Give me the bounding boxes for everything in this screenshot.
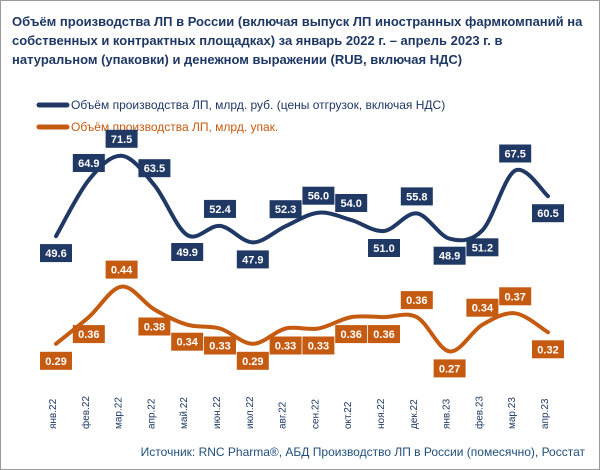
- x-tick-13: янв.23: [442, 398, 453, 429]
- svg-text:0.36: 0.36: [373, 329, 394, 341]
- data-label-s1-11: 51.0: [368, 239, 400, 257]
- svg-text:52.3: 52.3: [275, 204, 296, 216]
- svg-text:49.6: 49.6: [45, 248, 66, 260]
- data-label-s2-3: 0.44: [105, 260, 138, 279]
- data-label-s2-15: 0.37: [499, 287, 532, 306]
- svg-text:56.0: 56.0: [308, 191, 329, 203]
- data-label-s1-6: 52.4: [204, 199, 236, 218]
- svg-text:0.29: 0.29: [45, 356, 66, 368]
- data-label-s2-4: 0.38: [138, 317, 171, 336]
- svg-text:60.5: 60.5: [537, 208, 558, 220]
- svg-text:49.9: 49.9: [176, 247, 197, 259]
- svg-text:0.44: 0.44: [111, 265, 133, 277]
- data-label-s1-9: 56.0: [302, 186, 335, 205]
- data-label-s2-9: 0.33: [302, 336, 335, 355]
- legend-label-2: Объём производства ЛП, млрд. упак.: [71, 120, 278, 134]
- svg-text:0.38: 0.38: [144, 322, 165, 334]
- svg-text:51.2: 51.2: [472, 242, 493, 254]
- svg-text:54.0: 54.0: [340, 198, 361, 210]
- x-tick-2: фев.22: [80, 396, 92, 429]
- svg-text:51.0: 51.0: [373, 243, 394, 255]
- svg-text:0.37: 0.37: [504, 291, 525, 303]
- svg-text:52.4: 52.4: [209, 204, 231, 216]
- data-label-s2-8: 0.33: [269, 336, 302, 355]
- svg-text:0.33: 0.33: [308, 341, 329, 353]
- legend-label-1: Объём производства ЛП, млрд. руб. (цены …: [71, 98, 445, 112]
- x-tick-1: янв.22: [48, 398, 59, 429]
- svg-text:0.32: 0.32: [537, 344, 558, 356]
- svg-text:67.5: 67.5: [504, 149, 525, 161]
- data-label-s2-10: 0.36: [335, 325, 368, 344]
- x-tick-7: июл.22: [245, 396, 256, 429]
- legend: Объём производства ЛП, млрд. руб. (цены …: [36, 98, 445, 134]
- svg-text:0.34: 0.34: [472, 303, 494, 315]
- series-line-1: [54, 153, 550, 245]
- svg-text:0.27: 0.27: [439, 363, 460, 375]
- plot-area: 49.6 64.9 71.5 63.5 49.9 52.4 47.9 52.3 56.0 54.0…: [40, 129, 564, 378]
- data-label-s2-2: 0.36: [72, 325, 105, 344]
- data-label-s2-7: 0.29: [236, 351, 269, 370]
- x-axis: янв.22 фев.22 мар.22 апр.22 май.22 июн.22 июл.…: [48, 396, 551, 429]
- data-label-s1-15: 67.5: [499, 144, 532, 163]
- x-tick-12: дек.22: [409, 399, 420, 429]
- chart-title: Объём производства ЛП в России (включая …: [12, 14, 583, 67]
- svg-text:55.8: 55.8: [406, 191, 427, 203]
- svg-text:0.36: 0.36: [340, 329, 361, 341]
- data-label-s1-16: 60.5: [532, 204, 564, 223]
- data-label-s1-1: 49.6: [40, 244, 72, 263]
- data-label-s1-14: 51.2: [466, 238, 499, 257]
- svg-text:0.29: 0.29: [242, 356, 263, 368]
- x-tick-8: авг.22: [278, 401, 289, 429]
- svg-text:0.34: 0.34: [176, 337, 198, 349]
- data-label-s1-8: 52.3: [269, 200, 302, 219]
- x-tick-10: окт.22: [343, 401, 354, 429]
- data-label-s2-11: 0.36: [368, 325, 400, 344]
- data-label-s1-2: 64.9: [72, 154, 105, 172]
- data-label-s2-12: 0.36: [400, 291, 433, 310]
- data-label-s1-7: 47.9: [236, 250, 269, 269]
- svg-text:0.36: 0.36: [78, 329, 99, 341]
- data-label-s2-13: 0.27: [433, 359, 466, 378]
- x-tick-15: мар.23: [507, 397, 518, 429]
- data-label-s2-14: 0.34: [466, 298, 499, 317]
- svg-text:0.33: 0.33: [275, 341, 296, 353]
- data-label-s2-5: 0.34: [171, 332, 204, 351]
- data-label-s1-3: 71.5: [105, 129, 138, 148]
- svg-text:48.9: 48.9: [439, 251, 460, 263]
- data-label-s1-13: 48.9: [433, 246, 466, 265]
- x-tick-6: июн.22: [212, 396, 223, 429]
- data-label-s1-12: 55.8: [400, 187, 433, 206]
- data-label-s1-4: 63.5: [138, 159, 171, 178]
- data-label-s2-16: 0.32: [532, 340, 564, 359]
- svg-text:47.9: 47.9: [242, 254, 263, 266]
- svg-text:64.9: 64.9: [78, 158, 99, 170]
- source-note: Источник: RNC Pharma®, АБД Производство …: [140, 445, 585, 459]
- data-label-s1-5: 49.9: [171, 243, 204, 261]
- x-tick-3: мар.22: [114, 397, 125, 429]
- svg-text:0.33: 0.33: [209, 341, 230, 353]
- data-label-s1-10: 54.0: [335, 194, 368, 212]
- x-tick-16: апр.23: [540, 398, 551, 429]
- svg-text:63.5: 63.5: [144, 163, 165, 175]
- svg-text:71.5: 71.5: [111, 134, 132, 146]
- x-tick-11: ноя.22: [376, 398, 387, 429]
- data-label-s2-1: 0.29: [40, 351, 72, 370]
- x-tick-14: фев.23: [473, 396, 485, 429]
- x-tick-9: сен.22: [310, 399, 321, 429]
- series-line-2: [54, 284, 550, 354]
- data-label-s2-6: 0.33: [204, 336, 236, 355]
- x-tick-5: май.22: [179, 397, 190, 429]
- svg-text:0.36: 0.36: [406, 295, 427, 307]
- x-tick-4: апр.22: [146, 398, 157, 429]
